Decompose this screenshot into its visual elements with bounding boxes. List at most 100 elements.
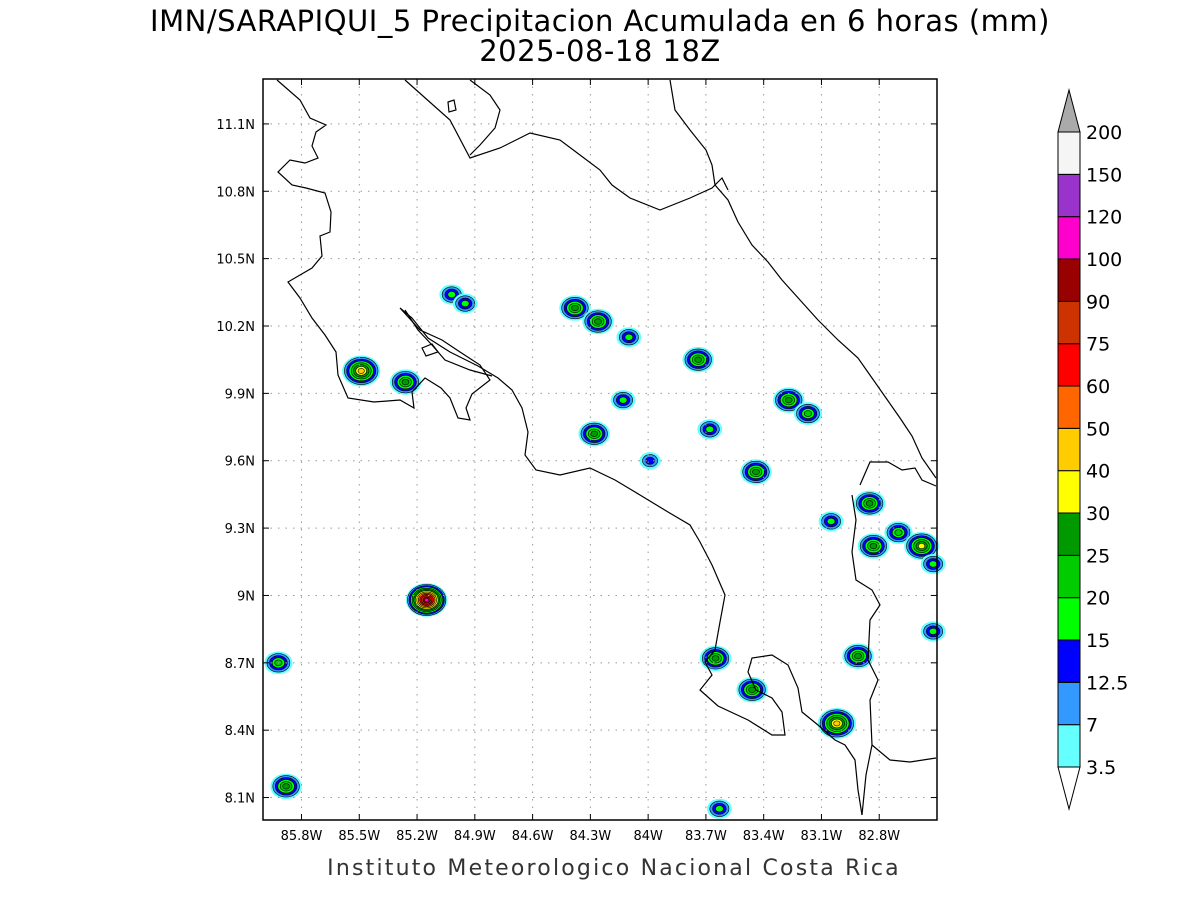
- border-nicaragua: [404, 79, 729, 211]
- lon-tick-label: 82.8W: [858, 829, 900, 844]
- precip-contour: [590, 430, 598, 437]
- precip-cell: [707, 798, 732, 819]
- precip-cell: [699, 645, 732, 672]
- precip-contour: [715, 805, 724, 813]
- precip-cell: [697, 419, 723, 440]
- precip-contour: [784, 397, 793, 404]
- colorbar-band: [1057, 597, 1081, 641]
- precip-cell: [452, 293, 478, 314]
- precip-contour: [460, 300, 470, 308]
- colorbar-band: [1057, 300, 1081, 345]
- precip-cell: [920, 621, 946, 642]
- precip-cell: [884, 521, 913, 544]
- precip-cell: [857, 533, 890, 559]
- colorbar-band: [1057, 681, 1081, 726]
- colorbar-band: [1057, 639, 1081, 683]
- precip-cell: [639, 452, 661, 470]
- precip-contour: [917, 543, 926, 550]
- lon-tick-label: 85.8W: [281, 829, 323, 844]
- precip-cell: [582, 308, 614, 335]
- lon-tick-label: 85.2W: [396, 829, 438, 844]
- colorbar-band: [1057, 343, 1081, 387]
- precip-cell: [270, 773, 302, 800]
- precip-contour: [618, 396, 628, 404]
- precip-cell: [578, 421, 610, 447]
- precip-cell: [853, 490, 886, 517]
- colorbar-label: 7: [1086, 715, 1098, 737]
- lon-tick-label: 83.7W: [685, 829, 727, 844]
- precip-cell: [389, 369, 422, 395]
- precip-contour: [624, 333, 634, 341]
- lat-tick-label: 8.7N: [225, 657, 255, 672]
- coastline-nicoya-east: [404, 309, 493, 377]
- lat-tick-label: 8.4N: [225, 724, 255, 739]
- lat-tick-label: 11.1N: [216, 118, 255, 133]
- precip-contour: [711, 655, 720, 662]
- island: [447, 99, 457, 113]
- lat-tick-label: 9.3N: [225, 522, 255, 537]
- precip-contour: [928, 627, 938, 635]
- colorbar-legend: 3.5 7 12.5 15 20 25 30 40 50 60 75 90 100 120 150 200: [1057, 88, 1128, 811]
- colorbar-label: 30: [1086, 503, 1110, 525]
- colorbar-label: 100: [1086, 249, 1122, 271]
- colorbar-label: 20: [1086, 588, 1110, 610]
- footer-credit: Instituto Meteorologico Nacional Costa R…: [327, 856, 901, 881]
- precip-contour: [752, 468, 760, 476]
- lat-tick-label: 9.6N: [225, 455, 255, 470]
- colorbar-top-triangle: [1057, 88, 1081, 133]
- lon-tick-label: 83.1W: [801, 829, 843, 844]
- colorbar-bottom-triangle: [1057, 766, 1081, 811]
- lon-tick-label: 83.4W: [743, 829, 785, 844]
- lat-tick-label: 8.1N: [225, 792, 255, 807]
- colorbar-label: 200: [1086, 122, 1122, 144]
- coastline-panama-south: [871, 744, 937, 763]
- precip-contour: [401, 379, 410, 386]
- colorbar-label: 3.5: [1086, 757, 1116, 779]
- precip-cell: [842, 643, 874, 669]
- colorbar-band: [1057, 173, 1081, 218]
- colorbar-band: [1057, 258, 1081, 302]
- colorbar-band: [1057, 512, 1081, 556]
- precip-cell: [682, 346, 714, 373]
- colorbar-band: [1057, 427, 1081, 472]
- precip-cell: [616, 327, 642, 348]
- precip-cell: [793, 402, 823, 425]
- lat-tick-label: 9.9N: [225, 387, 255, 402]
- map-frame: [262, 78, 938, 821]
- colorbar-band: [1057, 216, 1081, 260]
- map-plot-area: [263, 79, 937, 820]
- colorbar-band: [1057, 724, 1081, 768]
- colorbar-label: 40: [1086, 461, 1110, 483]
- precip-cell: [736, 677, 768, 703]
- precip-cell: [818, 511, 844, 532]
- precip-cell: [559, 295, 591, 321]
- lat-tick-label: 9N: [237, 589, 255, 604]
- precip-contour: [804, 410, 812, 417]
- lat-tick-label: 10.8N: [216, 185, 255, 200]
- precip-contour: [705, 425, 715, 433]
- map-title: IMN/SARAPIQUI_5 Precipitacion Acumulada …: [150, 4, 1050, 38]
- colorbar-band: [1057, 131, 1081, 175]
- precip-contour: [928, 560, 938, 568]
- lon-tick-label: 84.9W: [454, 829, 496, 844]
- precip-contour: [282, 783, 290, 790]
- precip-contour: [865, 500, 874, 507]
- colorbar-label: 12.5: [1086, 672, 1128, 694]
- precip-cell: [920, 553, 946, 575]
- precip-contour: [854, 652, 862, 660]
- precip-contour: [869, 542, 878, 550]
- colorbar-label: 120: [1086, 207, 1122, 229]
- lat-tick-label: 10.2N: [216, 320, 255, 335]
- colorbar-label: 75: [1086, 334, 1110, 356]
- lon-tick-label: 84.3W: [569, 829, 611, 844]
- colorbar-label: 150: [1086, 164, 1122, 186]
- lat-tick-label: 10.5N: [216, 253, 255, 268]
- precip-cell: [817, 707, 856, 739]
- map-subtitle-datetime: 2025-08-18 18Z: [479, 34, 721, 68]
- colorbar-band: [1057, 554, 1081, 599]
- lon-tick-label: 84W: [633, 829, 663, 844]
- lon-tick-label: 84.6W: [512, 829, 554, 844]
- precip-contour: [424, 597, 430, 603]
- lon-tick-label: 85.5W: [338, 829, 380, 844]
